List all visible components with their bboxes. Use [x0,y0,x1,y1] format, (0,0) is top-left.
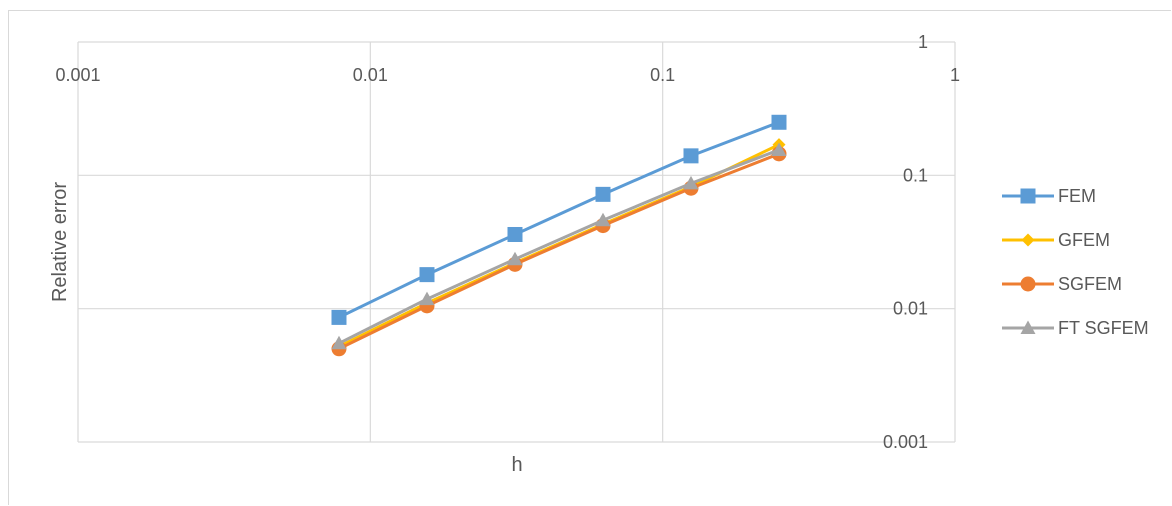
data-point [595,186,611,202]
data-point [507,251,523,266]
x-tick-label: 0.1 [650,65,675,85]
legend-marker [1020,188,1036,204]
tick-labels: 0.001 0.01 0.1 1 0.001 0.01 0.1 1 [55,32,960,452]
series-fem [331,114,787,325]
y-tick-label: 0.1 [903,165,928,185]
data-point [771,142,787,156]
data-point [419,267,435,283]
series-line [338,120,780,319]
legend-label: SGFEM [1058,274,1122,294]
data-point [771,114,787,130]
legend-marker [1020,320,1036,334]
series-sgfem [331,146,787,357]
x-tick-label: 0.001 [55,65,100,85]
legend-label: FT SGFEM [1058,318,1149,338]
data-point [507,226,523,242]
data-point [331,335,347,350]
series-line [338,152,780,351]
series-ft-sgfem [331,142,787,350]
legend-item: GFEM [1002,230,1110,250]
data-point [683,175,699,190]
legend-item: FT SGFEM [1002,318,1149,338]
x-tick-label: 1 [950,65,960,85]
data-point [595,212,611,227]
legend: FEM GFEM SGFEM FT SGFEM [1002,186,1149,338]
series-layer [331,114,787,357]
series-line [338,148,780,345]
legend-item: FEM [1002,186,1096,206]
data-point [419,291,435,306]
data-point [683,148,699,164]
legend-marker [1020,276,1036,292]
legend-marker [1021,233,1035,247]
y-tick-label: 1 [918,32,928,52]
y-tick-label: 0.01 [893,299,928,319]
legend-label: FEM [1058,186,1096,206]
x-tick-label: 0.01 [353,65,388,85]
data-point [331,309,347,325]
grid [77,41,956,443]
chart-frame [8,10,1171,505]
y-tick-label: 0.001 [883,432,928,452]
x-axis-title: h [511,454,522,476]
y-axis-title: Relative error [49,182,71,302]
legend-item: SGFEM [1002,274,1122,294]
legend-label: GFEM [1058,230,1110,250]
